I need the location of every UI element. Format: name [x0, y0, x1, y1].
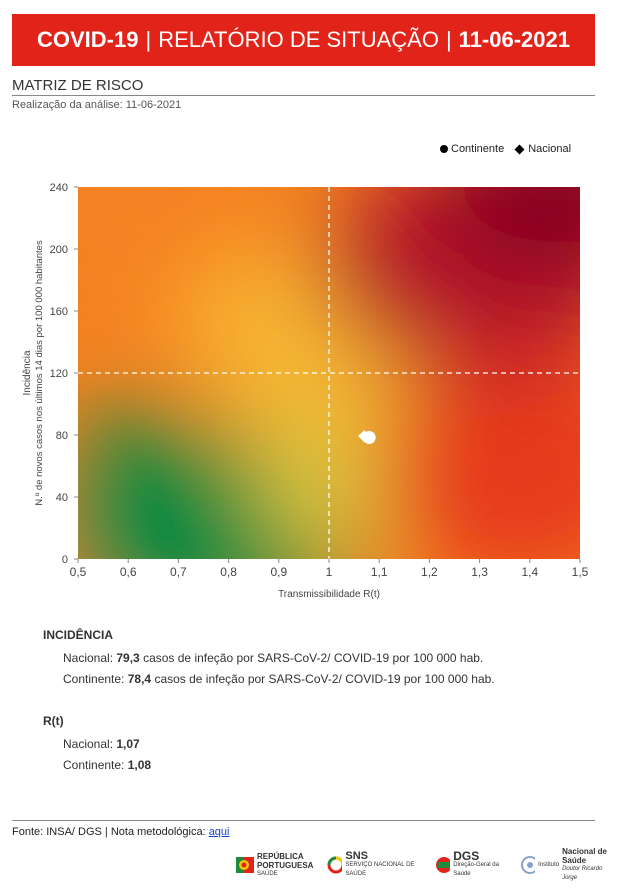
dgs-logo: DGS Direção-Geral da Saúde: [435, 848, 507, 879]
republica-line2: PORTUGUESA: [257, 860, 314, 870]
y-axis-label-primary: Incidência: [22, 350, 33, 395]
incidence-continente: Continente: 78,4 casos de infeção por SA…: [63, 669, 495, 690]
zone-orange-top: [78, 187, 249, 308]
y-tick-label: 160: [50, 306, 68, 318]
zone-yellow-upper: [173, 251, 354, 371]
y-axis-label-secondary: N.º de novos casos nos últimos 14 dias p…: [34, 240, 45, 506]
incidence-nacional: Nacional: 79,3 casos de infeção por SARS…: [63, 648, 495, 669]
incidence-continente-text: casos de infeção por SARS-CoV-2/ COVID-1…: [154, 672, 495, 686]
sns-label: SNS: [345, 849, 369, 862]
methodology-link[interactable]: aqui: [208, 826, 230, 838]
y-tick-label: 40: [56, 492, 68, 504]
chart-legend: Continente Nacional: [440, 143, 571, 155]
dgs-label: DGS: [453, 848, 480, 863]
incidence-nacional-text: casos de infeção por SARS-CoV-2/ COVID-1…: [143, 651, 484, 665]
footer-source-text: Fonte: INSA/ DGS | Nota metodológica:: [12, 826, 206, 838]
insa-logo: Instituto Nacional de Saúde Doutor Ricar…: [520, 847, 618, 883]
dgs-emblem-icon: [436, 857, 451, 873]
legend-label-continente: Continente: [451, 143, 505, 155]
x-tick-label: 0,8: [220, 565, 237, 579]
x-tick-label: 1,4: [521, 565, 538, 579]
x-tick-label: 0,7: [170, 565, 187, 579]
insa-prefix: Instituto: [538, 861, 560, 868]
incidence-nacional-label: Nacional:: [63, 651, 114, 665]
rt-nacional: Nacional: 1,07: [63, 734, 151, 755]
republica-line1: REPÚBLICA: [257, 851, 304, 861]
background-blobs: [78, 187, 580, 559]
rt-continente-label: Continente:: [63, 758, 125, 772]
zone-darkred: [434, 187, 580, 275]
legend-item-continente: Continente: [440, 143, 504, 155]
risk-gradient-background: [78, 187, 580, 559]
circle-marker-icon: [440, 145, 448, 153]
institution-logos: REPÚBLICA PORTUGUESA SAÚDE SNS SERVIÇO N…: [236, 847, 618, 881]
coat-of-arms-icon: [236, 857, 254, 873]
y-tick-label: 0: [62, 554, 68, 566]
threshold-lines: [78, 187, 580, 559]
dgs-sub: Direção-Geral da Saúde: [453, 861, 499, 877]
x-tick-label: 0,6: [120, 565, 137, 579]
rt-continente: Continente: 1,08: [63, 755, 151, 776]
rt-continente-value: 1,08: [127, 758, 152, 772]
sns-logo: SNS SERVIÇO NACIONAL DE SAÚDE: [327, 849, 421, 879]
incidence-title: INCIDÊNCIA: [43, 628, 114, 642]
zone-red: [379, 346, 580, 559]
diamond-marker-icon: [514, 144, 525, 154]
y-tick-label: 80: [56, 430, 68, 442]
x-axis-label: Transmissibilidade R(t): [278, 589, 380, 600]
y-tick-label: 200: [50, 244, 68, 256]
footer-source: Fonte: INSA/ DGS | Nota metodológica: aq…: [12, 826, 229, 838]
risk-matrix-chart: 0,5 0,6 0,7 0,8 0,9 1 1,1 1,2 1,3 1,4 1,5 0 40 80 120 1…: [22, 182, 589, 600]
x-tick-label: 1,1: [371, 565, 388, 579]
rt-section: R(t) Nacional: 1,07 Continente: 1,08: [43, 714, 151, 776]
incidence-continente-label: Continente:: [63, 672, 125, 686]
legend-label-nacional: Nacional: [528, 143, 572, 155]
header-separator: |: [445, 27, 452, 52]
zone-green-left: [78, 407, 209, 559]
x-tick-label: 1,3: [471, 565, 488, 579]
incidence-nacional-value: 79,3: [116, 651, 140, 665]
x-tick-label: 0,9: [270, 565, 287, 579]
incidence-continente-value: 78,4: [127, 672, 152, 686]
sns-ring-icon: [327, 856, 343, 874]
y-tick-label: 240: [50, 182, 68, 194]
rt-nacional-label: Nacional:: [63, 737, 114, 751]
report-header: COVID-19 | RELATÓRIO DE SITUAÇÃO | 11-06…: [12, 14, 595, 66]
data-points: [358, 430, 376, 444]
insa-label: Nacional de Saúde: [562, 847, 607, 865]
header-separator: |: [145, 27, 152, 52]
header-date: 11-06-2021: [458, 27, 570, 52]
section-title: MATRIZ DE RISCO: [12, 77, 595, 96]
header-report-title: RELATÓRIO DE SITUAÇÃO: [158, 27, 439, 52]
analysis-date: Realização da análise: 11-06-2021: [12, 99, 182, 111]
y-tick-label: 120: [50, 368, 68, 380]
x-tick-label: 1,2: [421, 565, 438, 579]
footer-divider: [12, 820, 595, 821]
zone-yellow-lower: [259, 419, 399, 559]
legend-item-nacional: Nacional: [514, 143, 572, 155]
axis-ticks: 0,5 0,6 0,7 0,8 0,9 1 1,1 1,2 1,3 1,4 1,5 0 40 80 120 1…: [50, 182, 589, 579]
header-covid: COVID-19: [37, 27, 139, 52]
republica-portuguesa-logo: REPÚBLICA PORTUGUESA SAÚDE: [236, 852, 313, 879]
rt-title: R(t): [43, 714, 64, 728]
x-tick-label: 0,5: [70, 565, 87, 579]
incidence-section: INCIDÊNCIA Nacional: 79,3 casos de infeç…: [43, 628, 495, 690]
x-tick-label: 1: [326, 565, 333, 579]
insa-emblem-icon: [520, 856, 536, 874]
sns-sub: SERVIÇO NACIONAL DE SAÚDE: [345, 861, 415, 877]
x-tick-label: 1,5: [572, 565, 589, 579]
rt-nacional-value: 1,07: [116, 737, 140, 751]
republica-line3: SAÚDE: [257, 870, 278, 877]
point-nacional: [358, 430, 371, 443]
insa-sub: Doutor Ricardo Jorge: [562, 866, 603, 881]
